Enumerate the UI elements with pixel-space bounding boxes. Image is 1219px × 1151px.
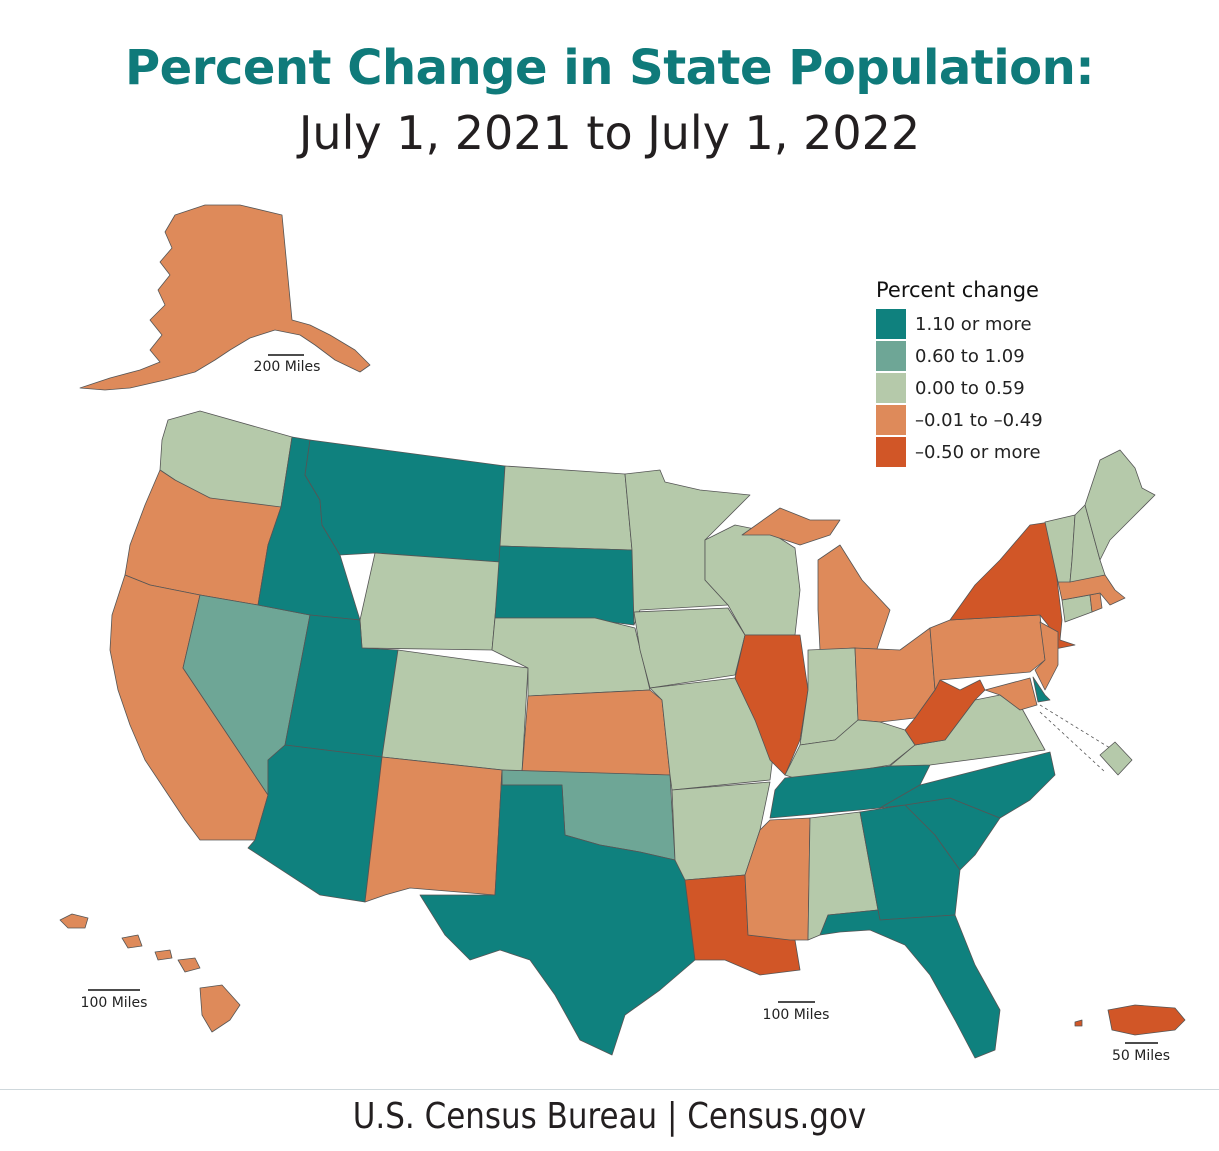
us-state-map: 200 Miles 100 Miles 100 Miles 50 Miles — [59, 204, 1186, 1064]
state-hawaii[interactable] — [59, 913, 241, 1033]
state-new-jersey[interactable] — [1034, 621, 1059, 691]
state-arizona[interactable] — [247, 744, 383, 903]
state-wyoming[interactable] — [359, 552, 501, 651]
legend-title: Percent change — [876, 278, 1039, 302]
state-south-dakota[interactable] — [494, 545, 635, 626]
state-colorado[interactable] — [381, 649, 529, 773]
scale-label-alaska: 200 Miles — [254, 359, 321, 375]
legend-label: –0.50 or more — [915, 441, 1041, 463]
scale-bar-hawaii: 100 Miles — [81, 989, 148, 1011]
footer-divider — [0, 1089, 1219, 1090]
state-texas[interactable] — [419, 769, 696, 1056]
legend-label: 0.60 to 1.09 — [915, 345, 1025, 367]
state-florida[interactable] — [819, 909, 1001, 1059]
legend-label: 1.10 or more — [915, 313, 1032, 335]
legend-item: 0.60 to 1.09 — [876, 340, 1043, 372]
map-title: Percent Change in State Population: — [124, 40, 1095, 96]
legend-swatch — [876, 437, 906, 467]
legend-item: 1.10 or more — [876, 308, 1043, 340]
legend-swatch — [876, 405, 906, 435]
map-subtitle: July 1, 2021 to July 1, 2022 — [298, 106, 921, 160]
state-maine[interactable] — [1084, 449, 1156, 561]
state-montana[interactable] — [304, 439, 506, 563]
scale-label-mainland: 100 Miles — [763, 1007, 830, 1023]
legend-item: 0.00 to 0.59 — [876, 372, 1043, 404]
scale-label-puerto-rico: 50 Miles — [1112, 1048, 1170, 1064]
legend-swatch — [876, 341, 906, 371]
legend-swatch — [876, 309, 906, 339]
legend-item: –0.01 to –0.49 — [876, 404, 1043, 436]
state-massachusetts[interactable] — [1057, 574, 1126, 606]
state-iowa[interactable] — [633, 607, 746, 689]
state-new-mexico[interactable] — [364, 756, 503, 903]
state-alaska[interactable] — [79, 204, 371, 391]
state-kansas[interactable] — [521, 689, 671, 776]
scale-bar-puerto-rico: 50 Miles — [1112, 1042, 1170, 1064]
state-puerto-rico[interactable] — [1107, 1004, 1186, 1036]
state-district-of-columbia[interactable] — [1099, 741, 1133, 776]
scale-bar-alaska: 200 Miles — [254, 354, 321, 375]
legend: Percent change 1.10 or more 0.60 to 1.09… — [876, 278, 1043, 468]
state-north-dakota[interactable] — [499, 465, 633, 551]
state-maryland[interactable] — [984, 677, 1038, 711]
puerto-rico-islet — [1074, 1019, 1083, 1027]
state-west-virginia[interactable] — [904, 679, 986, 746]
state-north-carolina[interactable] — [879, 751, 1056, 819]
legend-label: –0.01 to –0.49 — [915, 409, 1043, 431]
scale-bar-mainland: 100 Miles — [763, 1001, 830, 1023]
legend-item: –0.50 or more — [876, 436, 1043, 468]
state-rhode-island[interactable] — [1089, 592, 1103, 613]
state-new-york[interactable] — [949, 521, 1076, 651]
legend-label: 0.00 to 0.59 — [915, 377, 1025, 399]
state-delaware[interactable] — [1032, 676, 1051, 703]
legend-swatch — [876, 373, 906, 403]
scale-label-hawaii: 100 Miles — [81, 995, 148, 1011]
footer-source: U.S. Census Bureau | Census.gov — [352, 1096, 867, 1137]
